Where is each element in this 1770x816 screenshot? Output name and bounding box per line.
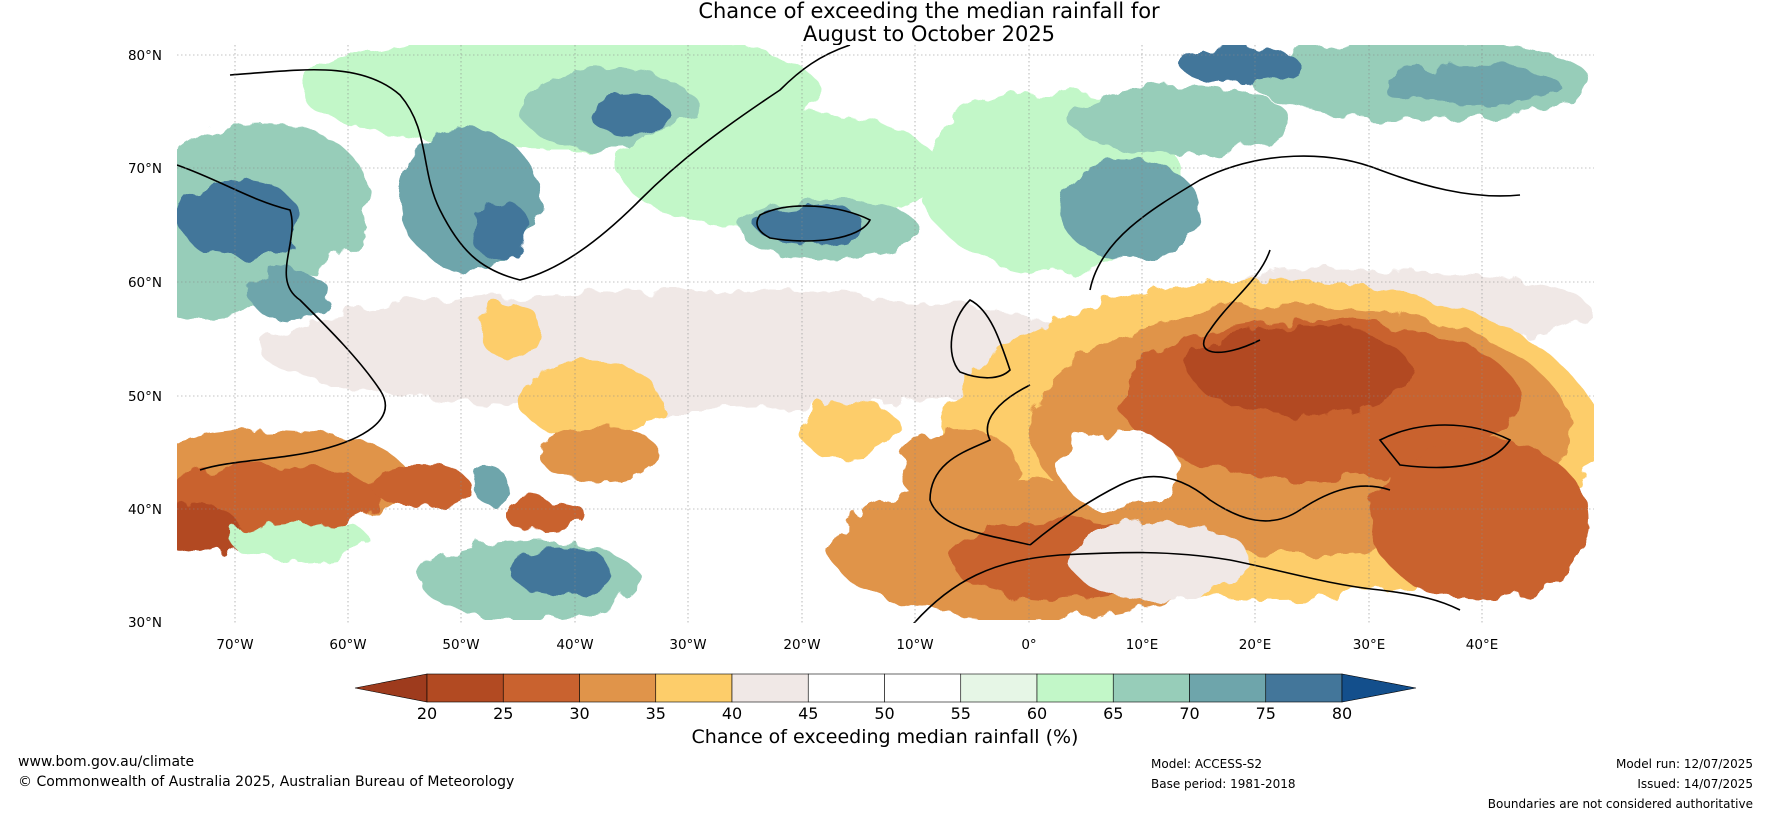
colorbar-tick-label: 50 — [874, 704, 894, 720]
model-text: Model: ACCESS-S2 — [1151, 757, 1263, 771]
lon-label-70w: 70°W — [216, 637, 253, 653]
colorbar-swatch — [1189, 673, 1267, 703]
lat-label-30n: 30°N — [128, 615, 162, 631]
lon-label-0: 0° — [1021, 637, 1036, 653]
longitude-labels: 70°W 60°W 50°W 40°W 30°W 20°W 10°W 0° 10… — [216, 637, 1498, 653]
colorbar-swatch — [1265, 673, 1343, 703]
graticule — [177, 45, 1594, 623]
coastlines — [177, 45, 1521, 623]
colorbar-tick-label: 30 — [569, 704, 589, 720]
lon-label-40e: 40°E — [1466, 637, 1498, 653]
colorbar: 20 25 30 35 40 45 50 55 60 65 70 75 80 — [354, 673, 1417, 720]
lon-label-20e: 20°E — [1239, 637, 1271, 653]
mediterranean-north-coast — [1029, 475, 1391, 546]
baltic-coast — [1203, 249, 1271, 354]
colorbar-tick-label: 40 — [722, 704, 742, 720]
lat-label-50n: 50°N — [128, 389, 162, 405]
western-europe-coast — [929, 384, 1031, 546]
colorbar-tick-label: 75 — [1256, 704, 1276, 720]
colorbar-tick-label: 55 — [951, 704, 971, 720]
lon-label-20w: 20°W — [783, 637, 820, 653]
colorbar-tick-label: 35 — [646, 704, 666, 720]
colorbar-swatch — [884, 673, 962, 703]
colorbar-tick-label: 25 — [493, 704, 513, 720]
lon-label-30e: 30°E — [1353, 637, 1385, 653]
website-text: www.bom.gov.au/climate — [18, 754, 195, 770]
lon-label-10w: 10°W — [896, 637, 933, 653]
disclaimer-text: Boundaries are not considered authoritat… — [1487, 797, 1753, 811]
colorbar-swatch — [1036, 673, 1114, 703]
colorbar-swatch — [731, 673, 809, 703]
colorbar-tick-label: 20 — [417, 704, 437, 720]
probability-field — [177, 45, 1594, 620]
lon-label-50w: 50°W — [442, 637, 479, 653]
labrador-coast — [177, 164, 387, 471]
map-title: Chance of exceeding the median rainfall … — [0, 0, 1770, 46]
iceland-coast — [756, 205, 872, 242]
colorbar-tick-label: 60 — [1027, 704, 1047, 720]
lat-label-70n: 70°N — [128, 161, 162, 177]
title-line-1: Chance of exceeding the median rainfall … — [698, 0, 1160, 23]
scandinavia-coast — [1089, 155, 1521, 291]
colorbar-tick-label: 65 — [1103, 704, 1123, 720]
lat-label-60n: 60°N — [128, 275, 162, 291]
colorbar-swatch — [579, 673, 657, 703]
colorbar-swatch — [426, 673, 504, 703]
colorbar-low-extension — [354, 673, 428, 703]
copyright-text: © Commonwealth of Australia 2025, Austra… — [18, 774, 515, 790]
colorbar-swatch — [807, 673, 885, 703]
base-period-text: Base period: 1981-2018 — [1151, 777, 1296, 791]
lon-label-40w: 40°W — [556, 637, 593, 653]
lat-label-80n: 80°N — [128, 48, 162, 64]
black-sea-coast — [1378, 424, 1512, 469]
colorbar-swatch — [1112, 673, 1190, 703]
british-isles-coast — [950, 299, 1011, 379]
greenland-coast — [229, 45, 851, 281]
colorbar-tick-label: 45 — [798, 704, 818, 720]
colorbar-swatch — [655, 673, 733, 703]
north-africa-coast — [913, 551, 1461, 623]
lat-label-40n: 40°N — [128, 502, 162, 518]
colorbar-swatch — [502, 673, 580, 703]
colorbar-tick-label: 70 — [1179, 704, 1199, 720]
lon-label-60w: 60°W — [329, 637, 366, 653]
lon-label-30w: 30°W — [669, 637, 706, 653]
rainfall-map: 80°N 70°N 60°N 50°N 40°N 30°N 70°W 60°W … — [128, 45, 1594, 720]
colorbar-label: Chance of exceeding median rainfall (%) — [691, 726, 1079, 748]
latitude-labels: 80°N 70°N 60°N 50°N 40°N 30°N — [128, 48, 162, 631]
colorbar-high-extension — [1341, 673, 1417, 703]
title-line-2: August to October 2025 — [802, 22, 1056, 46]
issued-text: Issued: 14/07/2025 — [1637, 777, 1753, 791]
lon-label-10e: 10°E — [1126, 637, 1158, 653]
colorbar-swatch — [960, 673, 1038, 703]
map-field — [177, 45, 1594, 623]
model-run-text: Model run: 12/07/2025 — [1615, 757, 1753, 771]
colorbar-tick-label: 80 — [1332, 704, 1352, 720]
